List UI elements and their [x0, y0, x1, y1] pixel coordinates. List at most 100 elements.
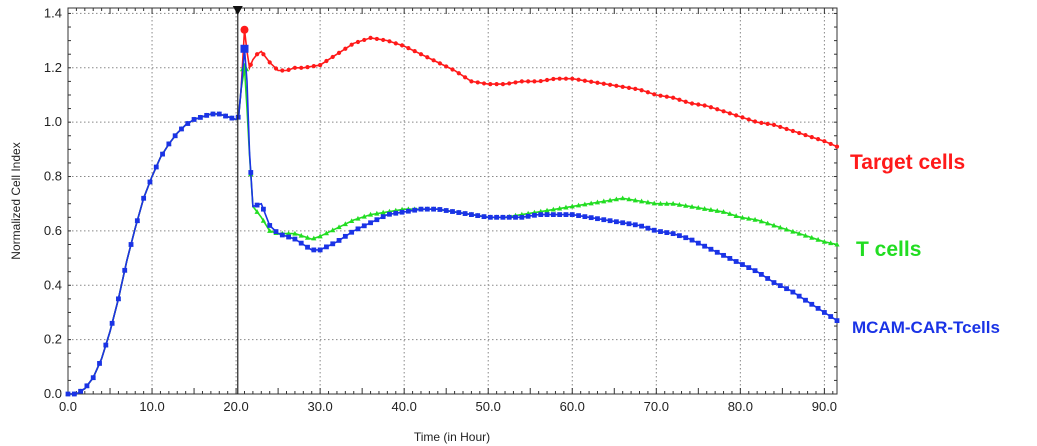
x-tick-label: 60.0 [560, 399, 585, 414]
data-point [645, 90, 651, 95]
data-point [588, 215, 594, 221]
data-point [657, 200, 664, 206]
data-point [620, 84, 625, 89]
y-tick-label: 1.0 [44, 114, 62, 129]
data-point [809, 135, 814, 140]
data-point [632, 197, 638, 203]
data-point [166, 141, 172, 147]
data-point [778, 124, 783, 130]
data-point [771, 280, 777, 285]
data-point [740, 115, 745, 120]
data-point [532, 79, 537, 84]
data-point [323, 230, 330, 236]
data-point [758, 271, 764, 277]
data-point [292, 230, 298, 236]
data-point [280, 68, 285, 73]
data-point [620, 195, 626, 201]
data-point [645, 199, 651, 205]
data-point [444, 64, 449, 69]
data-point [626, 196, 632, 202]
data-point [412, 207, 418, 213]
data-point [740, 262, 745, 267]
data-point [551, 76, 556, 82]
data-point [405, 208, 411, 214]
data-point [746, 265, 752, 270]
data-point [128, 242, 134, 247]
data-point [141, 195, 147, 201]
data-point [355, 215, 361, 221]
y-tick-label: 1.4 [44, 5, 62, 20]
data-point [456, 210, 462, 215]
data-point [828, 314, 834, 319]
legend: Target cells T cells MCAM-CAR-Tcells [850, 151, 1000, 337]
legend-label-2: MCAM-CAR-Tcells [852, 318, 1000, 337]
data-point [525, 213, 531, 219]
data-point [418, 52, 424, 57]
data-point [406, 45, 411, 51]
data-point [399, 43, 405, 48]
data-point [286, 67, 291, 72]
data-point [582, 78, 587, 83]
data-point [557, 76, 562, 81]
data-point [626, 85, 632, 90]
data-point [513, 80, 518, 85]
data-point [588, 200, 594, 206]
annotation-layer [232, 6, 243, 394]
data-point [677, 97, 682, 102]
data-point [652, 92, 657, 97]
x-tick-label: 90.0 [812, 399, 837, 414]
data-point [613, 219, 619, 225]
data-point [784, 286, 789, 292]
data-point [456, 71, 461, 76]
data-point [273, 66, 279, 71]
data-point [714, 208, 720, 213]
data-point [97, 361, 102, 366]
y-tick-label: 0.6 [44, 223, 62, 238]
data-point [638, 198, 645, 204]
data-point [311, 235, 317, 241]
data-point [488, 82, 493, 87]
data-point [815, 137, 821, 142]
data-point [746, 117, 751, 122]
data-point [576, 77, 581, 82]
data-point [664, 230, 670, 236]
data-point [185, 121, 191, 126]
data-point [450, 67, 455, 72]
data-point [437, 61, 442, 66]
data-point [153, 164, 159, 170]
data-point [821, 238, 827, 244]
data-point [677, 233, 682, 239]
data-point [324, 58, 329, 64]
y-tick-labels: 0.0 0.2 0.4 0.6 0.8 1.0 1.2 1.4 [44, 5, 62, 401]
data-point [399, 209, 405, 215]
data-point [570, 76, 575, 81]
data-point [777, 283, 783, 289]
data-point [758, 218, 764, 224]
data-point [569, 212, 575, 217]
data-point [374, 36, 379, 42]
data-point [431, 206, 436, 212]
data-point [582, 214, 588, 220]
data-point [311, 64, 316, 69]
data-point [557, 212, 563, 217]
y-tick-label: 0.8 [44, 169, 62, 184]
peak-marker [240, 25, 249, 34]
data-point [109, 320, 115, 326]
data-point [122, 267, 128, 273]
data-point [487, 214, 493, 220]
data-point [802, 232, 809, 238]
data-point [463, 75, 468, 80]
data-point [298, 240, 304, 246]
data-point [563, 212, 569, 217]
data-point [595, 216, 600, 222]
data-point [544, 77, 550, 83]
y-tick-label: 0.0 [44, 386, 62, 401]
data-point [374, 217, 380, 223]
x-tick-label: 80.0 [728, 399, 753, 414]
data-point [683, 202, 689, 208]
data-point [803, 132, 808, 138]
data-point [613, 196, 619, 202]
data-point [349, 229, 355, 235]
y-tick-label: 1.2 [44, 60, 62, 75]
